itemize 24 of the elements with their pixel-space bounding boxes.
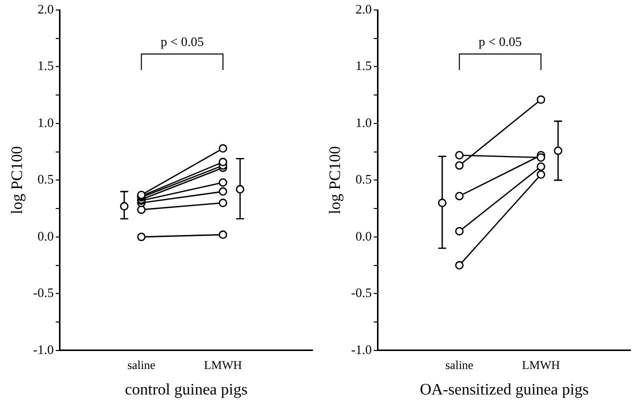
x-tick-label: saline	[127, 358, 156, 372]
y-tick-label: 0.0	[38, 228, 54, 244]
y-tick-label: 1.0	[38, 114, 54, 130]
y-tick-label: -1.0	[33, 342, 54, 357]
annotation: p < 0.05	[160, 34, 204, 49]
x-axis-title: OA-sensitized guinea pigs	[420, 382, 589, 399]
y-tick-label: 2.0	[38, 1, 54, 16]
x-tick-label: saline	[445, 358, 474, 372]
x-tick-label: LMWH	[522, 358, 560, 372]
x-axis-title: control guinea pigs	[124, 382, 248, 399]
annotation: p < 0.05	[478, 34, 522, 49]
y-tick-label: -0.5	[33, 285, 54, 300]
y-tick-label: 0.5	[356, 172, 372, 187]
y-tick-label: -1.0	[351, 342, 372, 357]
y-tick-label: 1.5	[38, 58, 54, 74]
y-axis-title: log PC100	[326, 146, 344, 214]
y-tick-label: 1.0	[356, 114, 372, 130]
x-tick-label: LMWH	[204, 358, 242, 372]
y-tick-label: 2.0	[356, 1, 372, 16]
y-axis-title: log PC100	[8, 146, 26, 214]
y-tick-label: -0.5	[351, 285, 372, 300]
y-tick-label: 1.5	[356, 58, 372, 74]
y-tick-label: 0.5	[38, 172, 54, 187]
y-tick-label: 0.0	[356, 228, 372, 244]
